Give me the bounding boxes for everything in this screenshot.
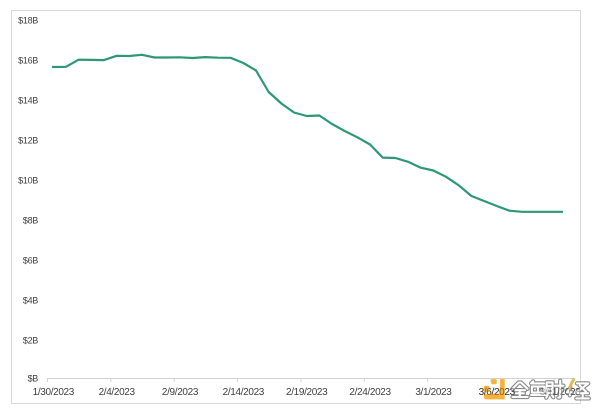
svg-text:3/6/2023: 3/6/2023 [479,387,516,398]
svg-text:$2B: $2B [23,335,38,345]
svg-text:$8B: $8B [23,215,38,225]
svg-text:3/1/2023: 3/1/2023 [415,387,452,398]
svg-text:$14B: $14B [18,96,38,106]
svg-text:2/4/2023: 2/4/2023 [99,387,136,398]
svg-text:2/9/2023: 2/9/2023 [162,387,199,398]
svg-text:$18B: $18B [18,16,38,26]
svg-text:2/14/2023: 2/14/2023 [223,387,265,398]
svg-text:3/11/2023: 3/11/2023 [540,387,581,398]
svg-text:$4B: $4B [23,295,38,305]
svg-text:$B: $B [28,374,39,384]
svg-text:2/19/2023: 2/19/2023 [286,387,328,398]
svg-text:$12B: $12B [18,136,38,146]
svg-text:1/30/2023: 1/30/2023 [33,387,75,398]
svg-text:$6B: $6B [23,255,38,265]
svg-text:$16B: $16B [18,56,38,66]
svg-text:$10B: $10B [18,175,38,185]
svg-text:2/24/2023: 2/24/2023 [349,387,391,398]
svg-text:3/6/2023: 3/6/2023 [479,387,516,398]
